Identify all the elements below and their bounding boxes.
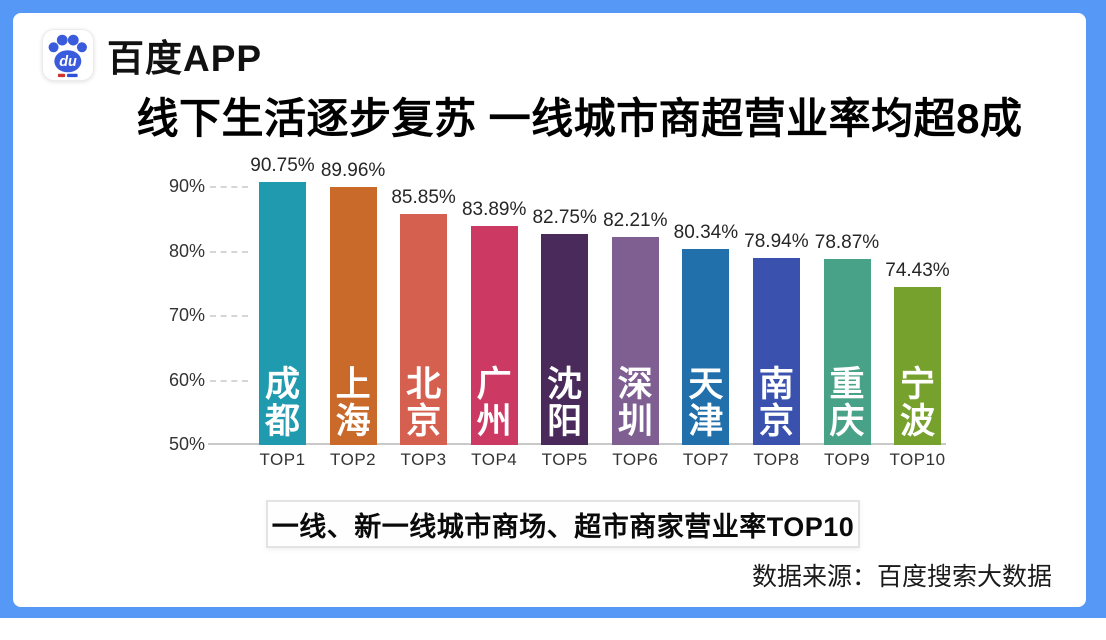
bar: 沈阳 xyxy=(541,233,589,445)
bar-rank-label: TOP7 xyxy=(682,450,729,469)
baidu-paw-icon: du xyxy=(42,29,94,81)
logo-du-text: du xyxy=(59,54,77,70)
y-axis-tick-label: 60% xyxy=(168,369,205,390)
bar-rank-label: TOP4 xyxy=(471,450,518,469)
app-name-label: 百度APP xyxy=(107,38,263,79)
bar-value-label: 74.43% xyxy=(885,260,950,282)
bar-value-label: 82.21% xyxy=(603,210,668,232)
bar-value-label: 89.96% xyxy=(320,160,386,182)
y-axis-tick-label: 70% xyxy=(168,305,205,325)
bar-value-label: 78.87% xyxy=(814,231,880,253)
y-gridline-stub xyxy=(210,379,248,382)
bar-rank-label: TOP5 xyxy=(541,450,588,469)
chart-caption-box: 一线、新一线城市商场、超市商家营业率TOP10 xyxy=(266,500,860,548)
bar-city-label: 沈阳 xyxy=(547,364,583,441)
bar-city-label: 上海 xyxy=(335,364,371,441)
app-logo: du 百度APP xyxy=(42,28,262,82)
bar-city-label: 重庆 xyxy=(829,364,865,441)
bar: 深圳 xyxy=(611,237,659,445)
chart-caption-label: 一线、新一线城市商场、超市商家营业率TOP10 xyxy=(271,511,855,542)
bar-value-label: 85.85% xyxy=(391,186,456,208)
bar-city-label: 南京 xyxy=(758,364,794,441)
bar-value-label: 90.75% xyxy=(250,155,315,177)
bar-value-label: 78.94% xyxy=(744,231,809,253)
bar: 北京 xyxy=(400,213,448,445)
y-axis-tick-label: 90% xyxy=(168,176,205,196)
y-gridline-stub xyxy=(210,186,248,188)
blue-frame: du 百度APP 线下生活逐步复苏 一线城市商超营业率均超8成 90% 80% 70… xyxy=(0,0,1106,618)
infographic-card: du 百度APP 线下生活逐步复苏 一线城市商超营业率均超8成 90% 80% 70… xyxy=(13,13,1086,607)
bar-city-label: 成都 xyxy=(264,364,300,441)
bar-chart: 90% 80% 70% 60% 50% 成都 90.75% TOP1 上海 89.96% TOP2 北… xyxy=(13,13,1086,607)
bar-value-label: 82.75% xyxy=(532,206,597,228)
bar-rank-label: TOP3 xyxy=(400,450,447,469)
bar-rank-label: TOP1 xyxy=(259,450,306,469)
bar-rank-label: TOP6 xyxy=(612,450,659,469)
bar-rank-label: TOP10 xyxy=(889,450,946,469)
page-title: 线下生活逐步复苏 一线城市商超营业率均超8成 xyxy=(136,95,1023,142)
y-gridline-stub xyxy=(210,250,248,253)
bar: 广州 xyxy=(470,226,518,445)
bar: 天津 xyxy=(682,249,730,445)
bar-city-label: 北京 xyxy=(406,364,442,441)
bar-rank-label: TOP9 xyxy=(823,450,871,469)
y-axis-tick-label: 50% xyxy=(168,434,205,454)
bar-city-label: 天津 xyxy=(688,364,724,441)
bar-city-label: 深圳 xyxy=(617,364,653,441)
bar-rank-label: TOP8 xyxy=(753,450,800,469)
bar: 上海 xyxy=(329,187,377,445)
y-axis-tick-label: 80% xyxy=(168,240,205,261)
bar-value-label: 80.34% xyxy=(673,222,739,244)
bar: 宁波 xyxy=(894,287,941,445)
bar-value-label: 83.89% xyxy=(461,199,527,221)
bar: 重庆 xyxy=(823,258,871,445)
bar: 南京 xyxy=(752,258,800,445)
bar-city-label: 广州 xyxy=(476,364,512,441)
bar: 成都 xyxy=(259,182,306,445)
data-source-label: 数据来源：百度搜索大数据 xyxy=(751,563,1052,591)
bar-city-label: 宁波 xyxy=(899,364,935,441)
y-gridline-stub xyxy=(210,315,248,317)
bar-rank-label: TOP2 xyxy=(330,450,377,469)
